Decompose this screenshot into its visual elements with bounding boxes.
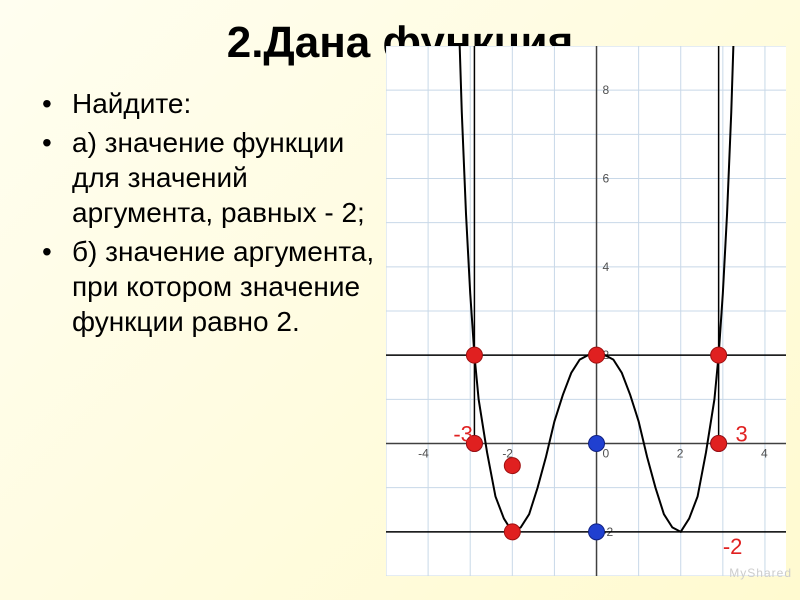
bullet-item: Найдите: bbox=[30, 86, 376, 121]
content-row: Найдите: а) значение функции для значени… bbox=[0, 68, 800, 343]
svg-text:8: 8 bbox=[602, 83, 609, 97]
chart-column: -4-2024-22468-33-2 bbox=[386, 86, 770, 343]
svg-text:2: 2 bbox=[677, 447, 684, 461]
svg-text:-2: -2 bbox=[723, 534, 743, 559]
svg-text:-4: -4 bbox=[418, 447, 429, 461]
svg-text:0: 0 bbox=[602, 447, 609, 461]
svg-text:3: 3 bbox=[735, 421, 747, 446]
watermark: MyShared bbox=[729, 566, 792, 580]
bullet-item: б) значение аргумента, при котором значе… bbox=[30, 234, 376, 339]
function-chart: -4-2024-22468-33-2 bbox=[386, 46, 786, 576]
svg-text:4: 4 bbox=[761, 447, 768, 461]
svg-text:4: 4 bbox=[602, 260, 609, 274]
svg-text:-3: -3 bbox=[453, 421, 473, 446]
bullet-list: Найдите: а) значение функции для значени… bbox=[30, 86, 376, 339]
text-column: Найдите: а) значение функции для значени… bbox=[30, 86, 386, 343]
bullet-item: а) значение функции для значений аргумен… bbox=[30, 125, 376, 230]
svg-text:6: 6 bbox=[602, 172, 609, 186]
